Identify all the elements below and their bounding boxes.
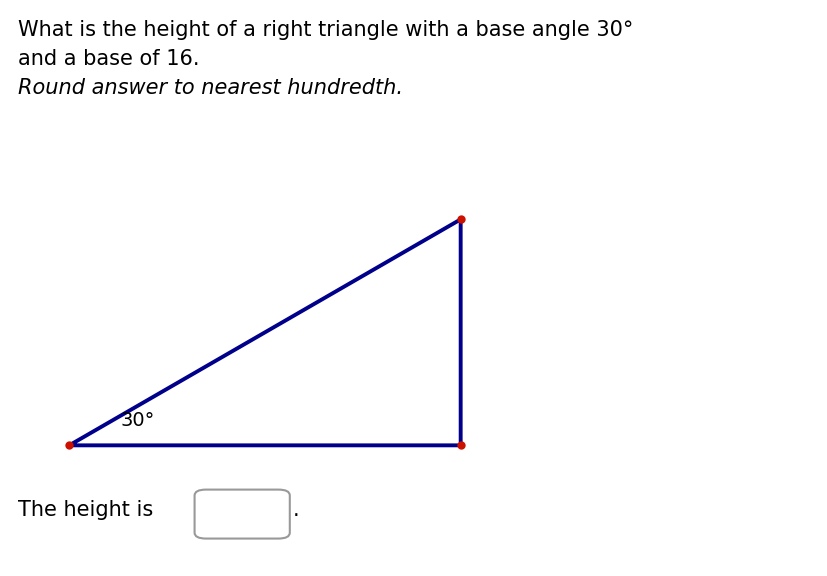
Text: What is the height of a right triangle with a base angle 30°: What is the height of a right triangle w… [18,20,633,40]
Text: .: . [292,500,299,520]
Text: 30°: 30° [120,411,155,430]
Text: and a base of 16.: and a base of 16. [18,49,199,69]
Text: Round answer to nearest hundredth.: Round answer to nearest hundredth. [18,78,403,98]
Text: The height is: The height is [18,500,153,520]
FancyBboxPatch shape [194,490,289,539]
